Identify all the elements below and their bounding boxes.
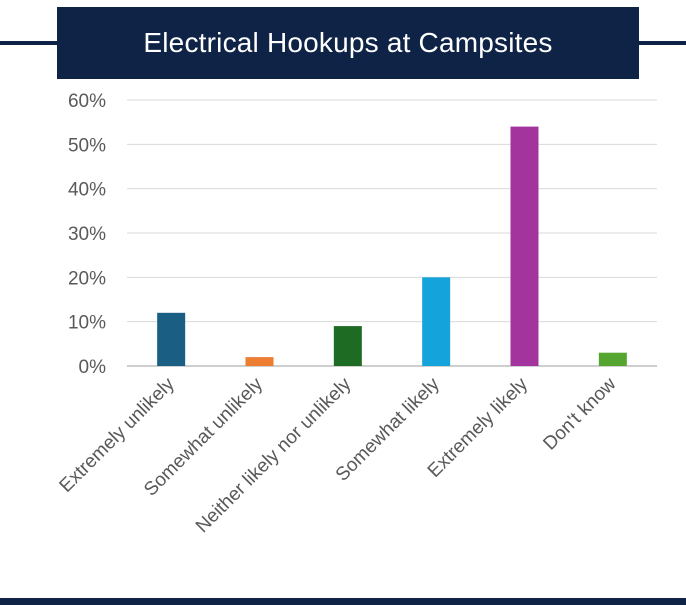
bar (157, 312, 186, 366)
y-tick-label: 40% (68, 180, 106, 201)
bar (422, 277, 451, 366)
bar (245, 357, 274, 366)
gridlines (127, 99, 657, 367)
chart-title: Electrical Hookups at Campsites (143, 27, 553, 58)
y-tick-label: 20% (68, 268, 106, 289)
y-tick-label: 50% (68, 135, 106, 156)
bar (598, 352, 627, 366)
bar (510, 126, 539, 366)
y-tick-label: 30% (68, 224, 106, 245)
bottom-rule (0, 598, 686, 605)
y-tick-label: 60% (68, 91, 106, 112)
y-tick-label: 10% (68, 313, 106, 334)
y-tick-label: 0% (79, 357, 107, 378)
bars (157, 126, 627, 366)
x-tick-label: Neither likely nor unlikely (192, 373, 356, 537)
x-tick-label: Don't know (539, 373, 620, 454)
title-banner: Electrical Hookups at Campsites (57, 7, 639, 79)
bar (333, 326, 362, 366)
y-axis-ticks: 0% 10% 20% 30% 40% 50% 60% (68, 91, 106, 378)
